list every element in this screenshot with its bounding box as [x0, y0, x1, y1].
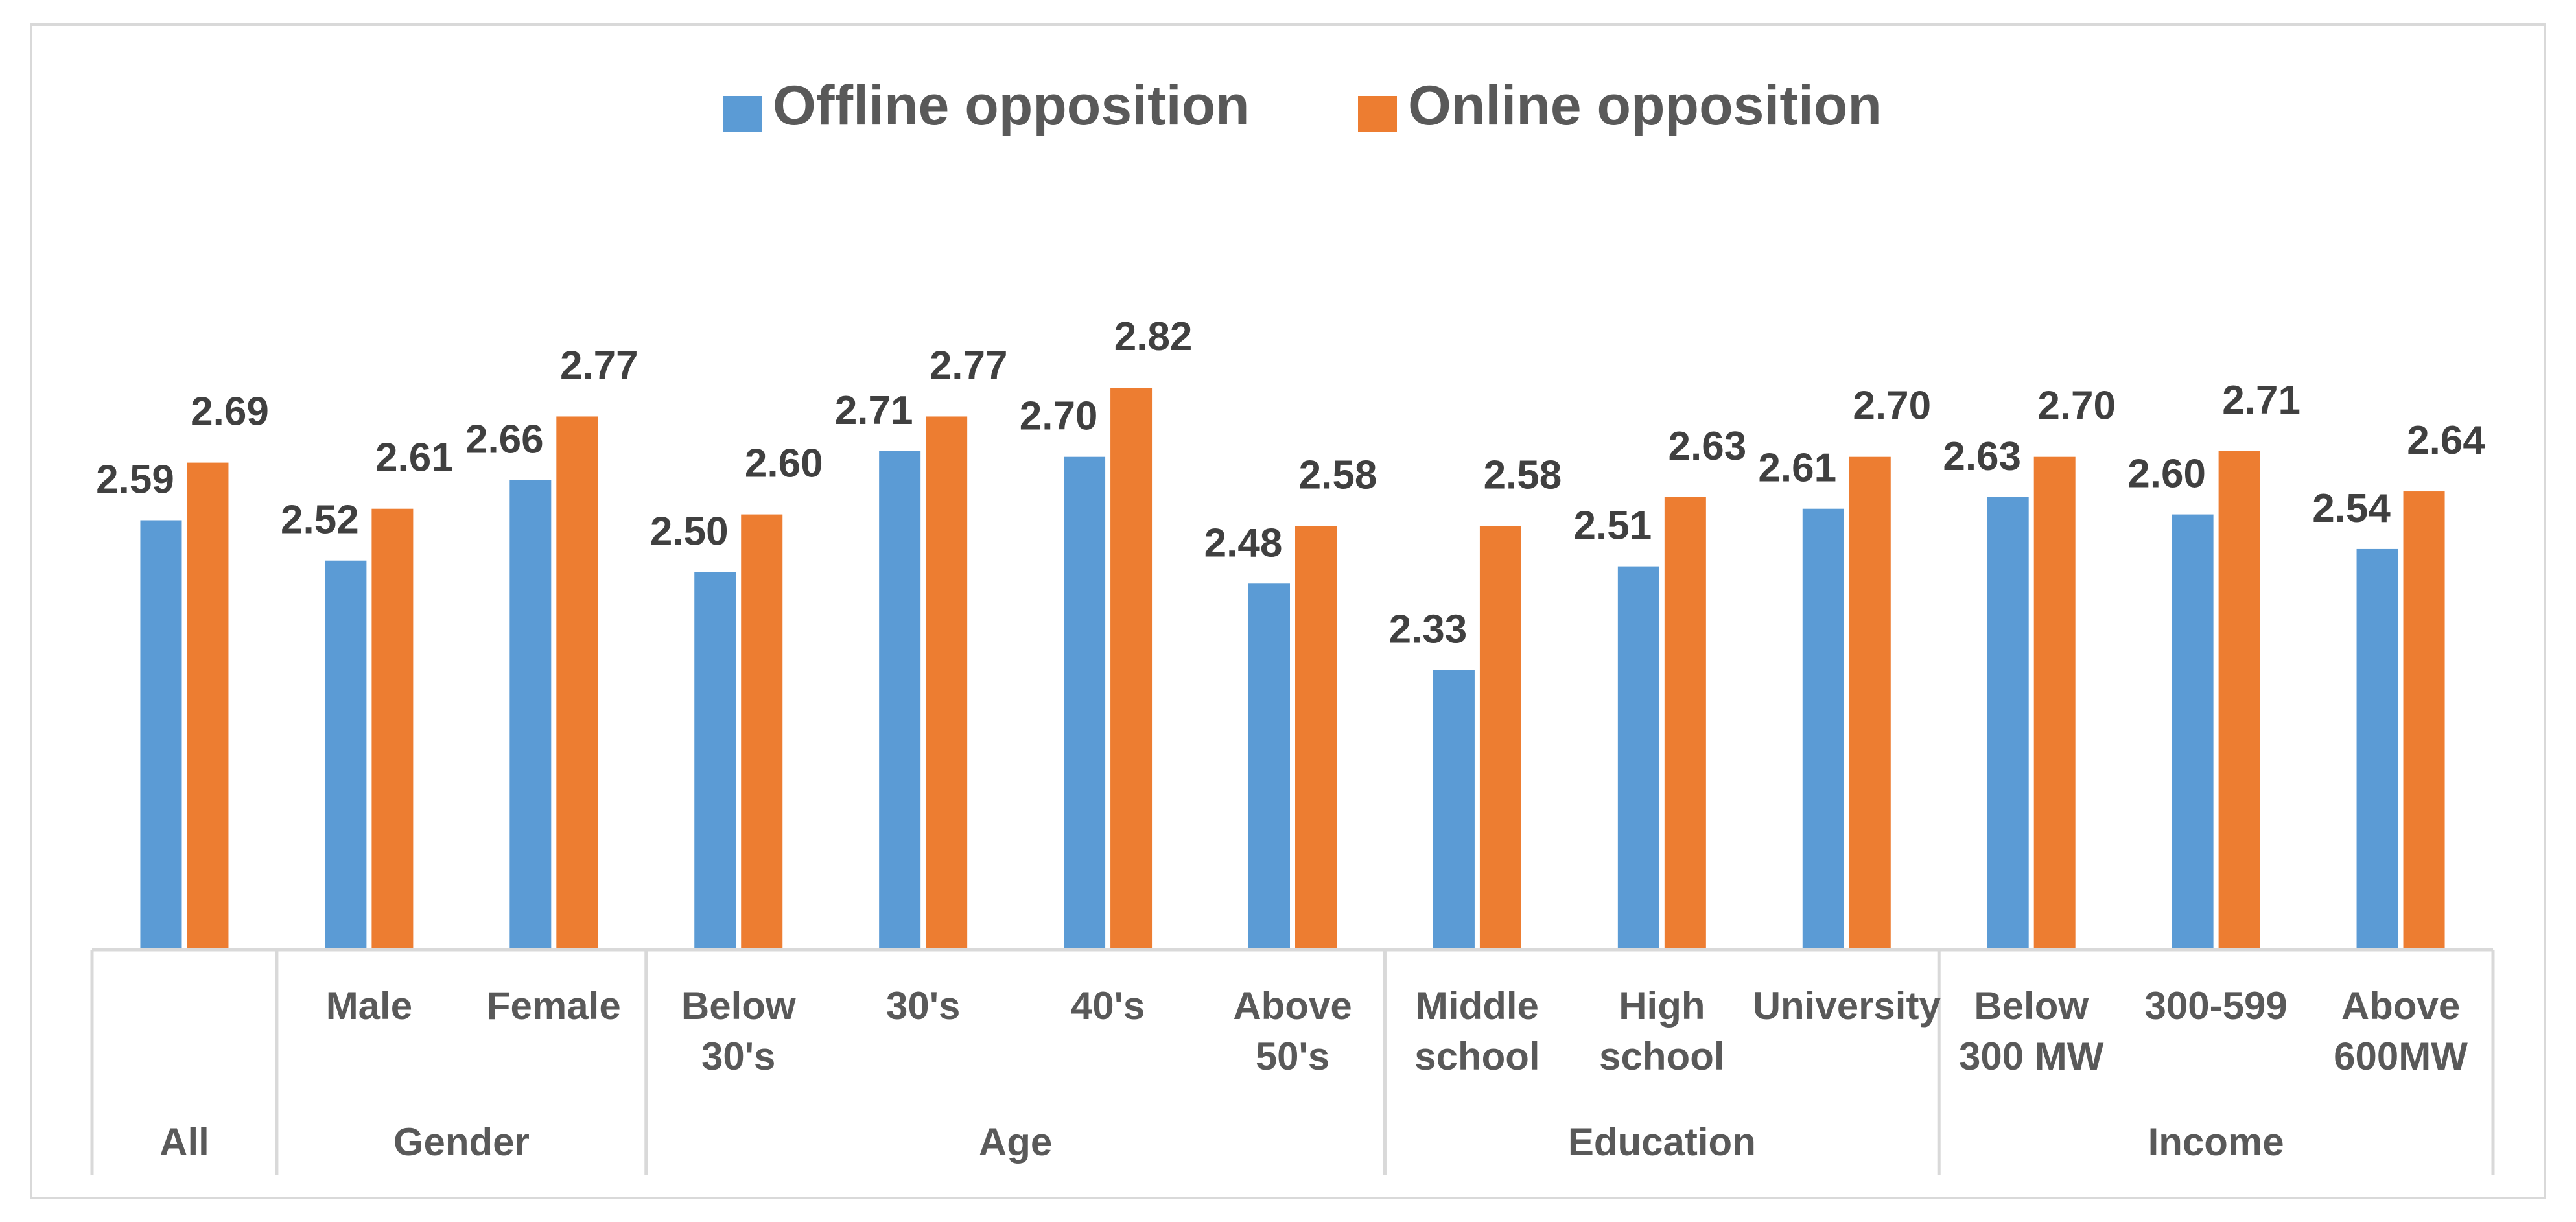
value-label-online-opposition-above-50-s: 2.58 [1299, 452, 1377, 497]
bar-offline-opposition-30-s [879, 451, 921, 950]
bar-offline-opposition-middle-school [1433, 670, 1475, 950]
value-label-online-opposition-female: 2.77 [560, 343, 638, 388]
group-label-education: Education [1568, 1120, 1756, 1164]
category-label-below-300-mw-line1: Below [1974, 984, 2089, 1028]
bar-online-opposition-40-s [1110, 388, 1153, 950]
value-label-offline-opposition-below-30-s: 2.50 [650, 510, 729, 554]
bar-online-opposition-below-30-s [741, 514, 783, 950]
bar-offline-opposition-above-50-s [1248, 583, 1290, 950]
category-label-high-school-line1: High [1619, 984, 1705, 1028]
value-label-offline-opposition-university: 2.61 [1758, 446, 1836, 491]
category-label-below-300-mw-line2: 300 MW [1959, 1035, 2104, 1078]
value-label-online-opposition-all: 2.69 [191, 390, 269, 434]
value-label-offline-opposition-30-s: 2.71 [835, 388, 913, 433]
value-label-offline-opposition-female: 2.66 [465, 417, 544, 462]
value-label-online-opposition-university: 2.70 [1853, 384, 1931, 429]
bar-online-opposition-30-s [926, 416, 968, 950]
bar-offline-opposition-above-600mw [2356, 548, 2398, 950]
value-label-online-opposition-above-600mw: 2.64 [2407, 418, 2485, 463]
value-label-offline-opposition-high-school: 2.51 [1574, 504, 1652, 548]
value-label-online-opposition-male: 2.61 [375, 436, 454, 480]
value-label-offline-opposition-all: 2.59 [96, 457, 174, 502]
bar-offline-opposition-40-s [1064, 456, 1106, 950]
category-label-female: Female [487, 984, 621, 1028]
value-label-offline-opposition-male: 2.52 [281, 498, 359, 543]
legend-label-online-opposition: Online opposition [1408, 75, 1882, 137]
value-label-offline-opposition-40-s: 2.70 [1020, 394, 1098, 439]
category-label-high-school-line2: school [1599, 1035, 1724, 1078]
group-label-gender: Gender [393, 1120, 530, 1164]
value-label-offline-opposition-above-600mw: 2.54 [2312, 486, 2391, 531]
bar-online-opposition-below-300-mw [2033, 456, 2076, 950]
bar-online-opposition-above-600mw [2403, 491, 2445, 950]
bar-online-opposition-above-50-s [1295, 526, 1337, 950]
value-label-offline-opposition-middle-school: 2.33 [1389, 607, 1468, 652]
group-label-age: Age [979, 1120, 1052, 1164]
bar-online-opposition-all [187, 462, 229, 950]
category-axis: Male Female Below 30's 30's 40's Above 50's Midd… [90, 948, 2495, 1175]
category-label-30-s: 30's [886, 984, 960, 1028]
value-label-online-opposition-40-s: 2.82 [1114, 314, 1193, 359]
bar-offline-opposition-male [325, 560, 367, 950]
bar-offline-opposition-female [509, 480, 552, 950]
bar-online-opposition-university [1849, 456, 1891, 950]
bar-offline-opposition-high-school [1617, 566, 1659, 950]
category-label-below-30-s-line1: Below [681, 984, 796, 1028]
value-label-online-opposition-300-599: 2.71 [2222, 378, 2301, 423]
bar-offline-opposition-university [1802, 508, 1844, 950]
legend: Offline opposition Online opposition [723, 75, 1882, 137]
category-label-300-599: 300-599 [2145, 984, 2288, 1028]
category-label-below-30-s-line2: 30's [701, 1035, 775, 1078]
category-label-middle-school-line2: school [1414, 1035, 1540, 1078]
bar-online-opposition-male [371, 508, 414, 950]
bar-offline-opposition-300-599 [2172, 514, 2214, 950]
bar-online-opposition-female [556, 416, 598, 950]
category-label-above-50-s-line2: 50's [1256, 1035, 1329, 1078]
category-label-above-600mw-line2: 600MW [2334, 1035, 2468, 1078]
value-label-offline-opposition-300-599: 2.60 [2127, 452, 2206, 497]
bar-online-opposition-middle-school [1479, 526, 1521, 950]
value-label-offline-opposition-above-50-s: 2.48 [1204, 521, 1283, 565]
bar-online-opposition-300-599 [2218, 451, 2260, 950]
category-label-male: Male [326, 984, 412, 1028]
value-label-online-opposition-high-school: 2.63 [1669, 424, 1747, 469]
category-label-university: University [1753, 984, 1941, 1028]
category-label-above-600mw-line1: Above [2341, 984, 2460, 1028]
bar-offline-opposition-all [140, 520, 182, 950]
group-label-all: All [159, 1120, 209, 1164]
legend-label-offline-opposition: Offline opposition [773, 75, 1250, 137]
legend-swatch-offline-opposition [723, 96, 762, 132]
value-label-online-opposition-30-s: 2.77 [930, 343, 1008, 388]
value-labels: 2.592.692.522.61 2.662.772.502.602.712.77… [96, 314, 2485, 652]
value-label-online-opposition-below-30-s: 2.60 [745, 441, 823, 486]
legend-swatch-online-opposition [1358, 96, 1397, 132]
bar-offline-opposition-below-30-s [694, 572, 736, 950]
bars [140, 388, 2445, 950]
value-label-offline-opposition-below-300-mw: 2.63 [1943, 434, 2021, 479]
category-label-middle-school-line1: Middle [1416, 984, 1539, 1028]
category-label-above-50-s-line1: Above [1233, 984, 1352, 1028]
value-label-online-opposition-middle-school: 2.58 [1484, 452, 1562, 497]
category-label-40-s: 40's [1071, 984, 1145, 1028]
bar-offline-opposition-below-300-mw [1987, 497, 2029, 950]
bar-online-opposition-high-school [1664, 497, 1706, 950]
value-label-online-opposition-below-300-mw: 2.70 [2037, 384, 2116, 429]
group-label-income: Income [2148, 1120, 2284, 1164]
